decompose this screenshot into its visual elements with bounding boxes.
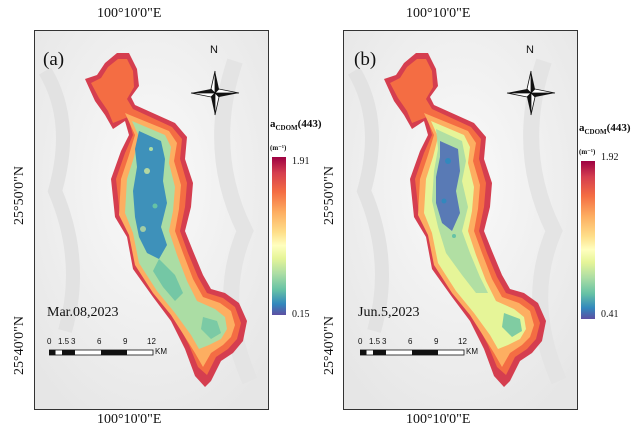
latitude-lower-label-b: 25°40'0"N xyxy=(322,316,337,375)
scale-tick: 3 xyxy=(382,337,387,346)
bottom-longitude-label-a: 100°10'0"E xyxy=(97,412,162,427)
north-label: N xyxy=(210,44,218,56)
date-label-b: Jun.5,2023 xyxy=(358,305,420,320)
map-panel-a: N (a) Mar.08,2023 0 1.5 3 6 9 12 KM xyxy=(34,30,269,410)
scale-tick: 9 xyxy=(434,337,439,346)
lake-core xyxy=(436,141,460,231)
scale-tick: 1.5 xyxy=(369,337,381,346)
latitude-upper-label-a: 25°50'0"N xyxy=(12,166,27,225)
top-longitude-label-a: 100°10'0"E xyxy=(97,6,162,21)
compass-rose-icon xyxy=(506,70,556,116)
scale-tick: 9 xyxy=(123,337,128,346)
colorbar-max-a: 1.91 xyxy=(292,156,310,167)
scale-bar-a: 0 1.5 3 6 9 12 KM xyxy=(47,337,199,363)
scale-tick: 1.5 xyxy=(58,337,70,346)
scale-tick: 12 xyxy=(147,337,156,346)
scale-tick: 6 xyxy=(97,337,102,346)
scale-unit: KM xyxy=(155,347,167,356)
legend-title-a: aCDOM(443) xyxy=(270,118,322,133)
scale-bar-b: 0 1.5 3 6 9 12 KM xyxy=(358,337,510,363)
latitude-lower-label-a: 25°40'0"N xyxy=(12,316,27,375)
scale-tick: 0 xyxy=(358,337,363,346)
bottom-longitude-label-b: 100°10'0"E xyxy=(406,412,471,427)
scale-tick: 0 xyxy=(47,337,52,346)
scale-tick: 6 xyxy=(408,337,413,346)
map-panel-b: N (b) Jun.5,2023 0 1.5 3 6 9 12 KM xyxy=(343,30,578,410)
north-label: N xyxy=(526,44,534,56)
latitude-upper-label-b: 25°50'0"N xyxy=(322,166,337,225)
panel-label-b: (b) xyxy=(354,49,377,70)
scale-tick: 12 xyxy=(458,337,467,346)
colorbar-b xyxy=(581,161,595,319)
map-canvas-b xyxy=(344,31,577,409)
top-longitude-label-b: 100°10'0"E xyxy=(406,6,471,21)
date-label-a: Mar.08,2023 xyxy=(47,305,119,320)
colorbar-a xyxy=(272,157,286,315)
legend-title-b: aCDOM(443) xyxy=(579,122,631,137)
scale-tick: 3 xyxy=(71,337,76,346)
legend-unit-a: (m⁻¹) xyxy=(270,144,287,152)
scale-unit: KM xyxy=(466,347,478,356)
colorbar-min-b: 0.41 xyxy=(601,309,619,320)
compass-rose-icon xyxy=(190,70,240,116)
colorbar-max-b: 1.92 xyxy=(601,152,619,163)
colorbar-min-a: 0.15 xyxy=(292,309,310,320)
map-canvas-a xyxy=(35,31,268,409)
panel-label-a: (a) xyxy=(43,49,65,70)
legend-unit-b: (m⁻¹) xyxy=(579,148,596,156)
